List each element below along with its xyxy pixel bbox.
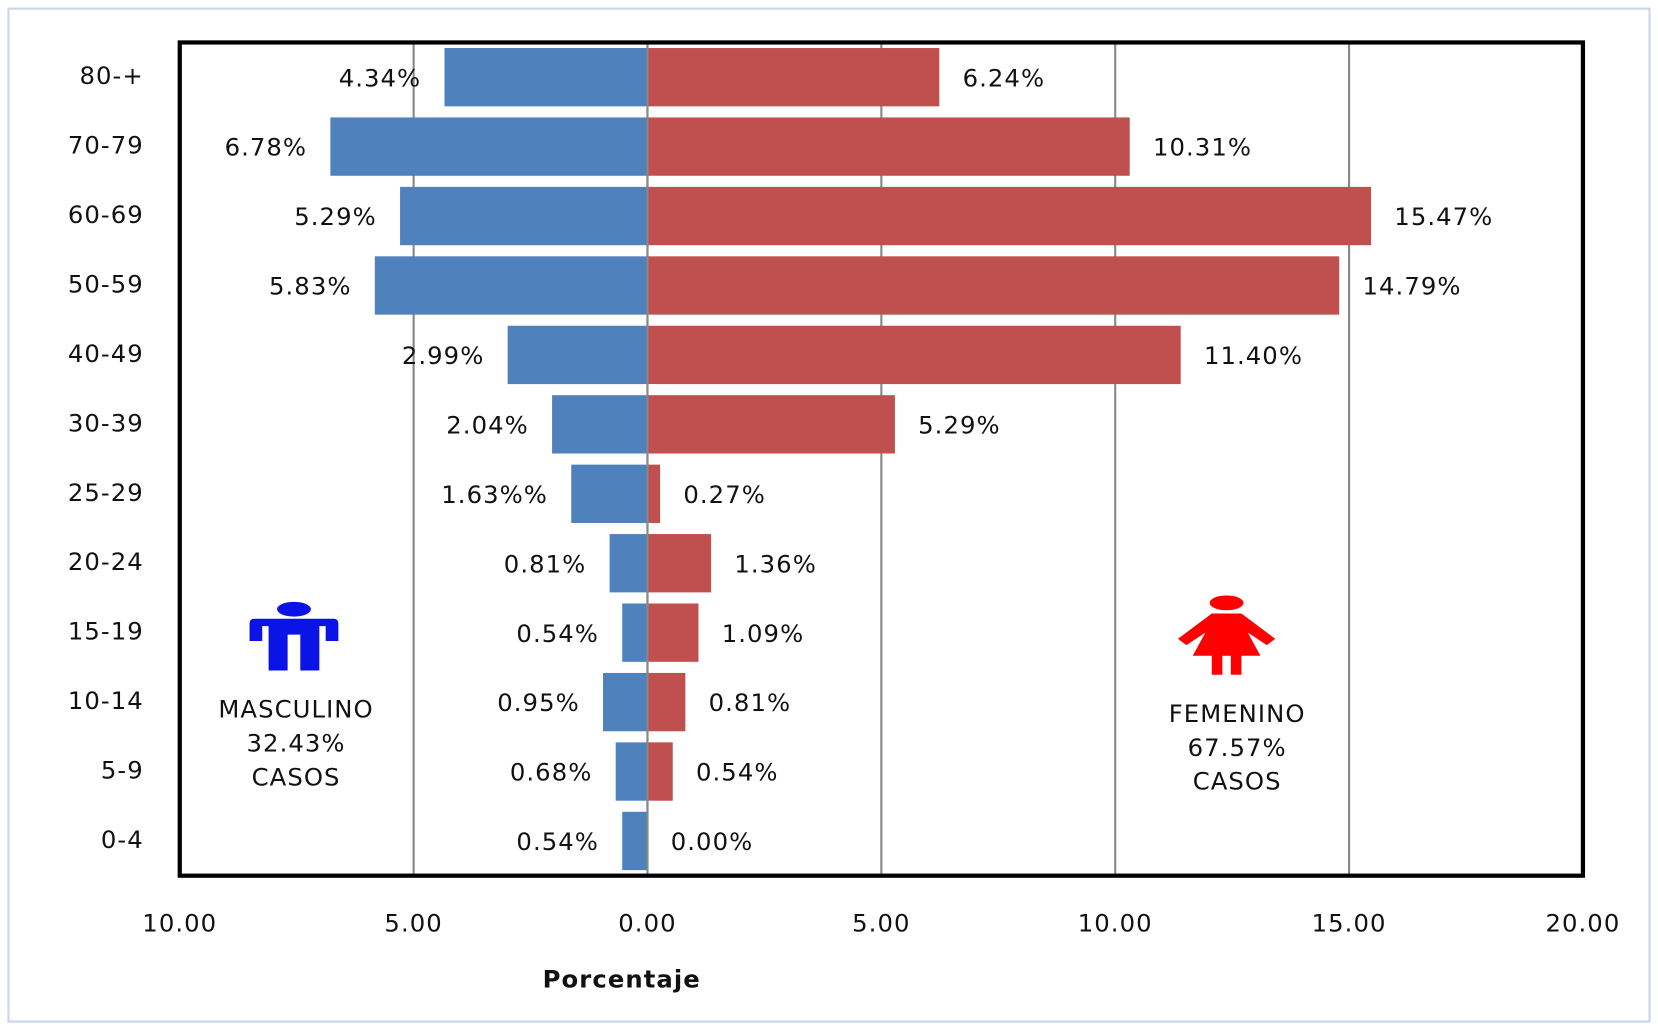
bar	[647, 534, 712, 593]
value-label: 4.34%	[339, 63, 422, 92]
x-tick-label: 5.00	[852, 908, 910, 937]
bar	[647, 48, 940, 107]
value-label: 14.79%	[1363, 272, 1462, 301]
y-tick-label: 40-49	[68, 339, 144, 368]
female-icon	[1177, 595, 1276, 675]
value-label: 2.04%	[446, 410, 529, 439]
value-label: 0.81%	[504, 549, 587, 578]
value-label: 5.83%	[269, 272, 352, 301]
y-tick-label: 50-59	[68, 269, 144, 298]
bar	[374, 256, 648, 315]
value-label: 1.09%	[722, 619, 805, 648]
bar	[444, 48, 648, 107]
bar	[647, 742, 673, 801]
bar	[400, 186, 648, 246]
x-tick-label: 10.00	[1078, 908, 1153, 937]
y-tick-label: 30-39	[68, 408, 144, 437]
bar	[647, 395, 895, 454]
x-axis-label: Porcentaje	[543, 964, 701, 993]
x-tick-label: 0.00	[618, 908, 676, 937]
x-tick-label: 10.00	[142, 908, 217, 937]
value-label: 0.54%	[516, 827, 599, 856]
bar	[552, 395, 648, 454]
bar	[507, 325, 648, 385]
x-tick-label: 20.00	[1545, 908, 1620, 937]
bar	[603, 672, 648, 732]
bar	[647, 256, 1340, 315]
value-label: 0.54%	[516, 619, 599, 648]
value-label: 0.81%	[709, 688, 792, 717]
value-label: 1.63%%	[441, 480, 548, 509]
y-tick-label: 60-69	[68, 200, 144, 229]
bar	[647, 464, 661, 523]
bars	[330, 42, 1372, 876]
bar	[647, 117, 1130, 176]
plot-border	[177, 40, 1586, 878]
bar	[647, 603, 699, 662]
y-tick-label: 0-4	[101, 825, 144, 854]
bar	[647, 325, 1181, 385]
frame	[7, 7, 1651, 1023]
y-tick-label: 80-+	[79, 61, 143, 90]
value-label: 10.31%	[1153, 133, 1252, 162]
value-label: 0.95%	[497, 688, 580, 717]
female-annotation: 67.57%	[1188, 733, 1287, 762]
y-tick-label: 25-29	[68, 478, 144, 507]
value-label: 1.36%	[734, 549, 817, 578]
male-annotation: MASCULINO	[218, 695, 373, 724]
bar	[647, 186, 1372, 246]
male-annotation: 32.43%	[247, 729, 346, 758]
y-tick-label: 20-24	[68, 547, 144, 576]
x-tick-label: 5.00	[384, 908, 442, 937]
value-label: 0.54%	[696, 758, 779, 787]
bar	[609, 534, 648, 593]
value-label: 5.29%	[918, 410, 1001, 439]
value-label: 5.29%	[294, 202, 377, 231]
value-label: 0.68%	[510, 758, 593, 787]
bar	[571, 464, 648, 523]
x-tick-label: 15.00	[1312, 908, 1387, 937]
female-annotation: FEMENINO	[1169, 699, 1306, 728]
value-label: 0.27%	[683, 480, 766, 509]
bar	[647, 672, 686, 732]
bar	[615, 742, 648, 801]
y-tick-label: 10-14	[68, 686, 144, 715]
male-icon	[249, 601, 339, 671]
bar	[622, 811, 648, 871]
male-annotation: CASOS	[252, 762, 341, 791]
y-tick-label: 15-19	[68, 617, 144, 646]
value-label: 15.47%	[1394, 202, 1493, 231]
y-tick-label: 70-79	[68, 131, 144, 160]
value-label: 0.00%	[671, 827, 754, 856]
y-tick-label: 5-9	[101, 756, 144, 785]
bar	[330, 117, 648, 176]
value-label: 6.78%	[225, 133, 308, 162]
value-label: 6.24%	[963, 63, 1046, 92]
value-label: 2.99%	[402, 341, 485, 370]
bar	[622, 603, 648, 662]
value-label: 11.40%	[1204, 341, 1303, 370]
female-annotation: CASOS	[1193, 767, 1282, 796]
